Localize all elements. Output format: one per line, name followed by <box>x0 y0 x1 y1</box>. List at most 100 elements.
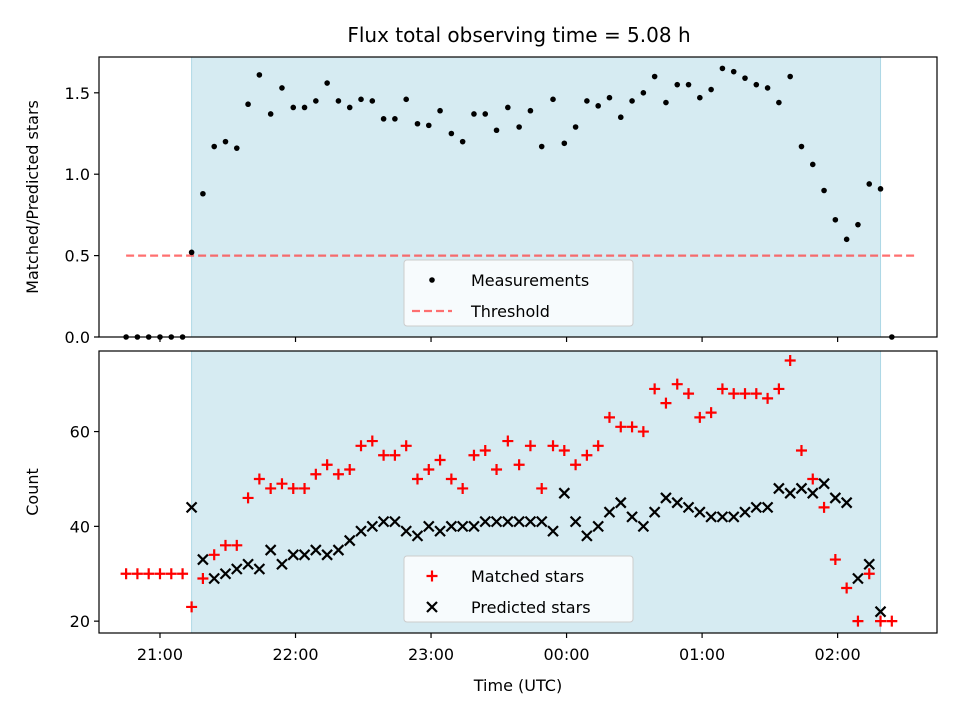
predicted-star-point <box>840 496 853 509</box>
matched-star-point <box>310 468 322 480</box>
predicted-star-point <box>490 515 503 528</box>
matched-star-point <box>378 449 390 461</box>
axes-frame <box>98 350 938 634</box>
matched-star-point <box>287 482 299 494</box>
measurement-point <box>764 85 771 91</box>
predicted-star-point <box>197 553 209 566</box>
matched-star-point <box>671 378 683 390</box>
matched-star-point <box>570 459 582 471</box>
series-measurements <box>123 65 895 340</box>
predicted-star-point <box>773 482 785 495</box>
measurement-point <box>538 143 545 150</box>
predicted-star-point <box>558 487 571 499</box>
predicted-star-point <box>434 525 446 537</box>
y-tick-label: 0.5 <box>65 247 90 266</box>
x-tick-label: 23:00 <box>408 645 454 664</box>
legend-box <box>403 555 634 623</box>
legend-matched-marker <box>426 570 438 582</box>
measurement-point <box>629 98 635 104</box>
bottom-panel-counts: 20 40 60 21:00 22:00 23:00 00:00 01:00 02:00 Coun… <box>23 350 938 695</box>
matched-star-point <box>649 383 661 395</box>
measurement-point <box>809 161 816 168</box>
predicted-star-point <box>456 520 469 533</box>
predicted-star-point <box>739 506 751 518</box>
measurement-point <box>505 104 511 111</box>
predicted-star-point <box>343 534 356 547</box>
x-tick-label: 22:00 <box>272 645 318 664</box>
matched-star-point <box>332 468 344 480</box>
predicted-star-point <box>716 511 729 523</box>
matched-star-point <box>154 568 166 580</box>
x-tick-label: 21:00 <box>137 645 183 664</box>
measurement-point <box>471 111 477 117</box>
measurement-point <box>663 99 669 106</box>
matched-star-point <box>186 601 198 613</box>
measurement-point <box>877 186 884 192</box>
matched-star-point <box>683 388 695 400</box>
y-tick-label: 1.0 <box>65 165 90 184</box>
predicted-star-point <box>321 549 333 561</box>
predicted-star-point <box>287 549 300 561</box>
series-predicted-stars <box>185 477 887 618</box>
measurement-point <box>459 138 466 145</box>
predicted-star-point <box>705 511 717 523</box>
predicted-star-point <box>863 558 876 571</box>
measurement-point <box>742 75 748 81</box>
predicted-star-point <box>298 549 311 561</box>
matched-star-point <box>852 615 864 627</box>
measurement-point <box>617 114 624 121</box>
predicted-star-point <box>682 501 695 514</box>
matched-star-point <box>524 440 536 452</box>
matched-star-point <box>660 397 672 409</box>
series-matched-stars <box>120 354 898 627</box>
matched-star-point <box>818 501 830 513</box>
predicted-star-point <box>400 525 412 537</box>
x-tick-label: 01:00 <box>679 645 725 664</box>
predicted-star-point <box>377 515 390 528</box>
measurement-point <box>561 140 568 147</box>
measurement-point <box>516 124 522 130</box>
matched-star-point <box>875 615 887 627</box>
measurement-point <box>821 187 827 194</box>
matched-star-point <box>197 572 209 584</box>
matched-star-point <box>434 454 446 466</box>
matched-star-point <box>219 539 231 551</box>
y-axis-label: Count <box>23 468 42 516</box>
legend-label: Threshold <box>470 302 550 321</box>
matched-star-point <box>423 463 435 475</box>
matched-star-point <box>728 388 740 400</box>
measurement-point <box>380 116 387 122</box>
matched-star-point <box>626 421 638 433</box>
measurement-point <box>708 86 714 93</box>
legend: Matched stars Predicted stars <box>403 555 634 623</box>
measurement-point <box>685 81 692 88</box>
measurement-point <box>595 103 601 109</box>
predicted-star-point <box>445 520 458 533</box>
y-tick-label: 60 <box>70 423 90 442</box>
measurement-point <box>222 138 229 145</box>
matched-star-point <box>603 411 615 423</box>
matched-star-point <box>547 440 559 452</box>
legend-label: Matched stars <box>471 567 584 586</box>
x-tick-label: 00:00 <box>544 645 590 664</box>
predicted-star-point <box>366 520 379 533</box>
measurement-point <box>832 216 839 223</box>
predicted-star-point <box>547 525 559 537</box>
measurement-point <box>787 73 793 80</box>
legend: Measurements Threshold <box>403 259 634 327</box>
matched-star-point <box>120 568 132 580</box>
matched-star-point <box>513 459 525 471</box>
predicted-star-point <box>648 506 661 518</box>
y-tick-label: 0.0 <box>65 328 90 347</box>
y-tick-label: 20 <box>70 612 90 631</box>
predicted-star-point <box>185 501 198 514</box>
matched-star-point <box>716 383 728 395</box>
matched-star-point <box>863 568 875 580</box>
matched-star-point <box>491 463 503 475</box>
matched-star-point <box>400 440 412 452</box>
matched-star-point <box>131 568 143 580</box>
measurement-point <box>753 81 760 88</box>
predicted-star-point <box>219 567 232 580</box>
predicted-star-point <box>637 520 650 533</box>
